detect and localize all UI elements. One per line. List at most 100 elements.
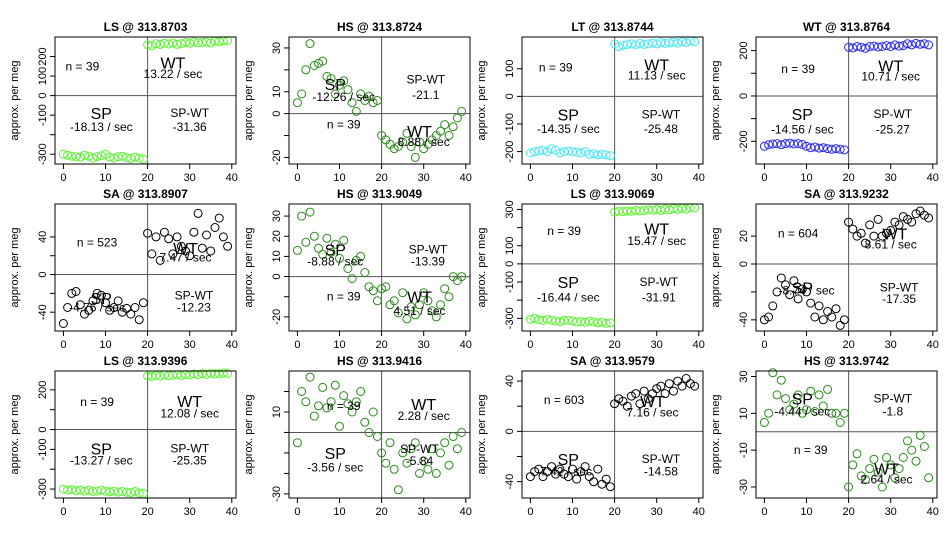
data-point: [218, 368, 228, 378]
data-point: [364, 91, 374, 101]
x-tick-label: 10: [99, 172, 111, 184]
x-tick-label: 30: [418, 172, 430, 184]
data-point: [297, 387, 307, 396]
data-point: [584, 149, 594, 159]
data-point: [347, 407, 357, 417]
data-point: [457, 106, 467, 116]
data-point: [614, 42, 624, 52]
annotation-spwt: SP-WT: [880, 281, 919, 295]
x-tick-label: 0: [527, 172, 533, 184]
data-point: [210, 369, 220, 379]
data-point: [292, 438, 302, 448]
data-point: [669, 386, 678, 396]
data-point: [297, 89, 307, 99]
data-point: [789, 276, 799, 286]
data-point: [117, 151, 127, 161]
data-point: [151, 232, 161, 242]
data-point: [919, 39, 929, 49]
y-tick-label: -100: [37, 438, 49, 460]
annotation-spwt_val: -31.36: [173, 120, 207, 134]
data-point: [130, 487, 140, 496]
data-point: [530, 147, 540, 157]
annotation-sp_rate: -7.42 / sec: [536, 465, 592, 479]
data-point: [368, 98, 378, 108]
data-point: [335, 253, 344, 263]
data-point: [343, 85, 353, 95]
plot-frame: [521, 203, 704, 332]
data-point: [318, 382, 328, 392]
y-tick-label: -20: [271, 309, 283, 325]
data-point: [326, 247, 336, 257]
x-tick-label: 40: [226, 506, 238, 518]
data-point: [568, 464, 577, 474]
data-point: [911, 456, 921, 466]
data-point: [314, 243, 323, 253]
data-point: [915, 430, 925, 440]
x-tick-label: 20: [842, 339, 854, 351]
annotation-wt: WT: [882, 226, 907, 243]
plot-frame: [521, 370, 704, 499]
plot-frame: [54, 36, 237, 165]
x-tick-label: 40: [927, 506, 939, 518]
data-point: [88, 296, 98, 306]
data-point: [622, 206, 632, 216]
annotation-sp: SP: [558, 107, 579, 124]
data-point: [768, 139, 778, 149]
data-point: [360, 417, 370, 427]
data-point: [626, 391, 636, 401]
y-tick-label: 30: [271, 42, 283, 54]
data-point: [326, 74, 336, 84]
data-point: [292, 98, 302, 108]
data-point: [547, 144, 556, 154]
y-tick-label: 0: [271, 274, 283, 280]
data-point: [67, 485, 77, 494]
data-point: [827, 312, 837, 322]
chart-title: LS @ 313.9069: [571, 187, 655, 201]
annotation-spwt: SP-WT: [406, 73, 445, 87]
y-tick-label: 0: [504, 428, 516, 434]
data-point: [330, 89, 340, 99]
data-point: [547, 315, 556, 325]
x-tick-label: 0: [60, 339, 66, 351]
data-point: [71, 152, 81, 162]
chart-panel: HS @ 313.9049 approx. per meg 0 10 20 30 40 -20…: [243, 187, 472, 351]
data-point: [525, 472, 535, 482]
annotation-wt_rate: 7.47 / sec: [159, 251, 211, 265]
data-point: [58, 149, 68, 159]
annotation-spwt_val: -14.58: [644, 465, 678, 479]
data-point: [873, 214, 883, 224]
annotation-wt: WT: [644, 58, 669, 75]
data-point: [903, 436, 912, 446]
x-tick-label: 40: [226, 172, 238, 184]
data-point: [318, 56, 328, 66]
x-tick-label: 0: [60, 506, 66, 518]
data-point: [339, 391, 349, 401]
x-tick-label: 0: [527, 339, 533, 351]
data-point: [660, 38, 670, 48]
annotation-n: n = 39: [327, 290, 361, 304]
chart-title: HS @ 313.9742: [804, 354, 889, 368]
y-tick-label: 0: [504, 93, 516, 99]
data-point: [309, 231, 319, 241]
data-point: [673, 38, 683, 48]
data-point: [563, 315, 573, 325]
data-point: [309, 61, 319, 70]
annotation-n: n = 604: [778, 226, 819, 240]
data-point: [781, 280, 790, 290]
annotation-sp: SP: [325, 446, 346, 463]
y-tick-label: 20: [271, 230, 283, 242]
data-point: [690, 381, 700, 391]
data-point: [873, 42, 883, 52]
y-tick-label: 10: [738, 407, 750, 419]
data-point: [568, 147, 577, 157]
data-point: [202, 369, 211, 379]
data-point: [436, 300, 445, 310]
annotation-spwt_val: -13.39: [411, 255, 445, 269]
y-axis-label: approx. per meg: [476, 60, 488, 140]
data-point: [844, 217, 854, 227]
data-point: [848, 224, 858, 234]
data-point: [96, 485, 106, 495]
annotation-n: n = 39: [327, 118, 361, 132]
x-tick-label: 30: [651, 339, 663, 351]
data-point: [75, 152, 85, 162]
